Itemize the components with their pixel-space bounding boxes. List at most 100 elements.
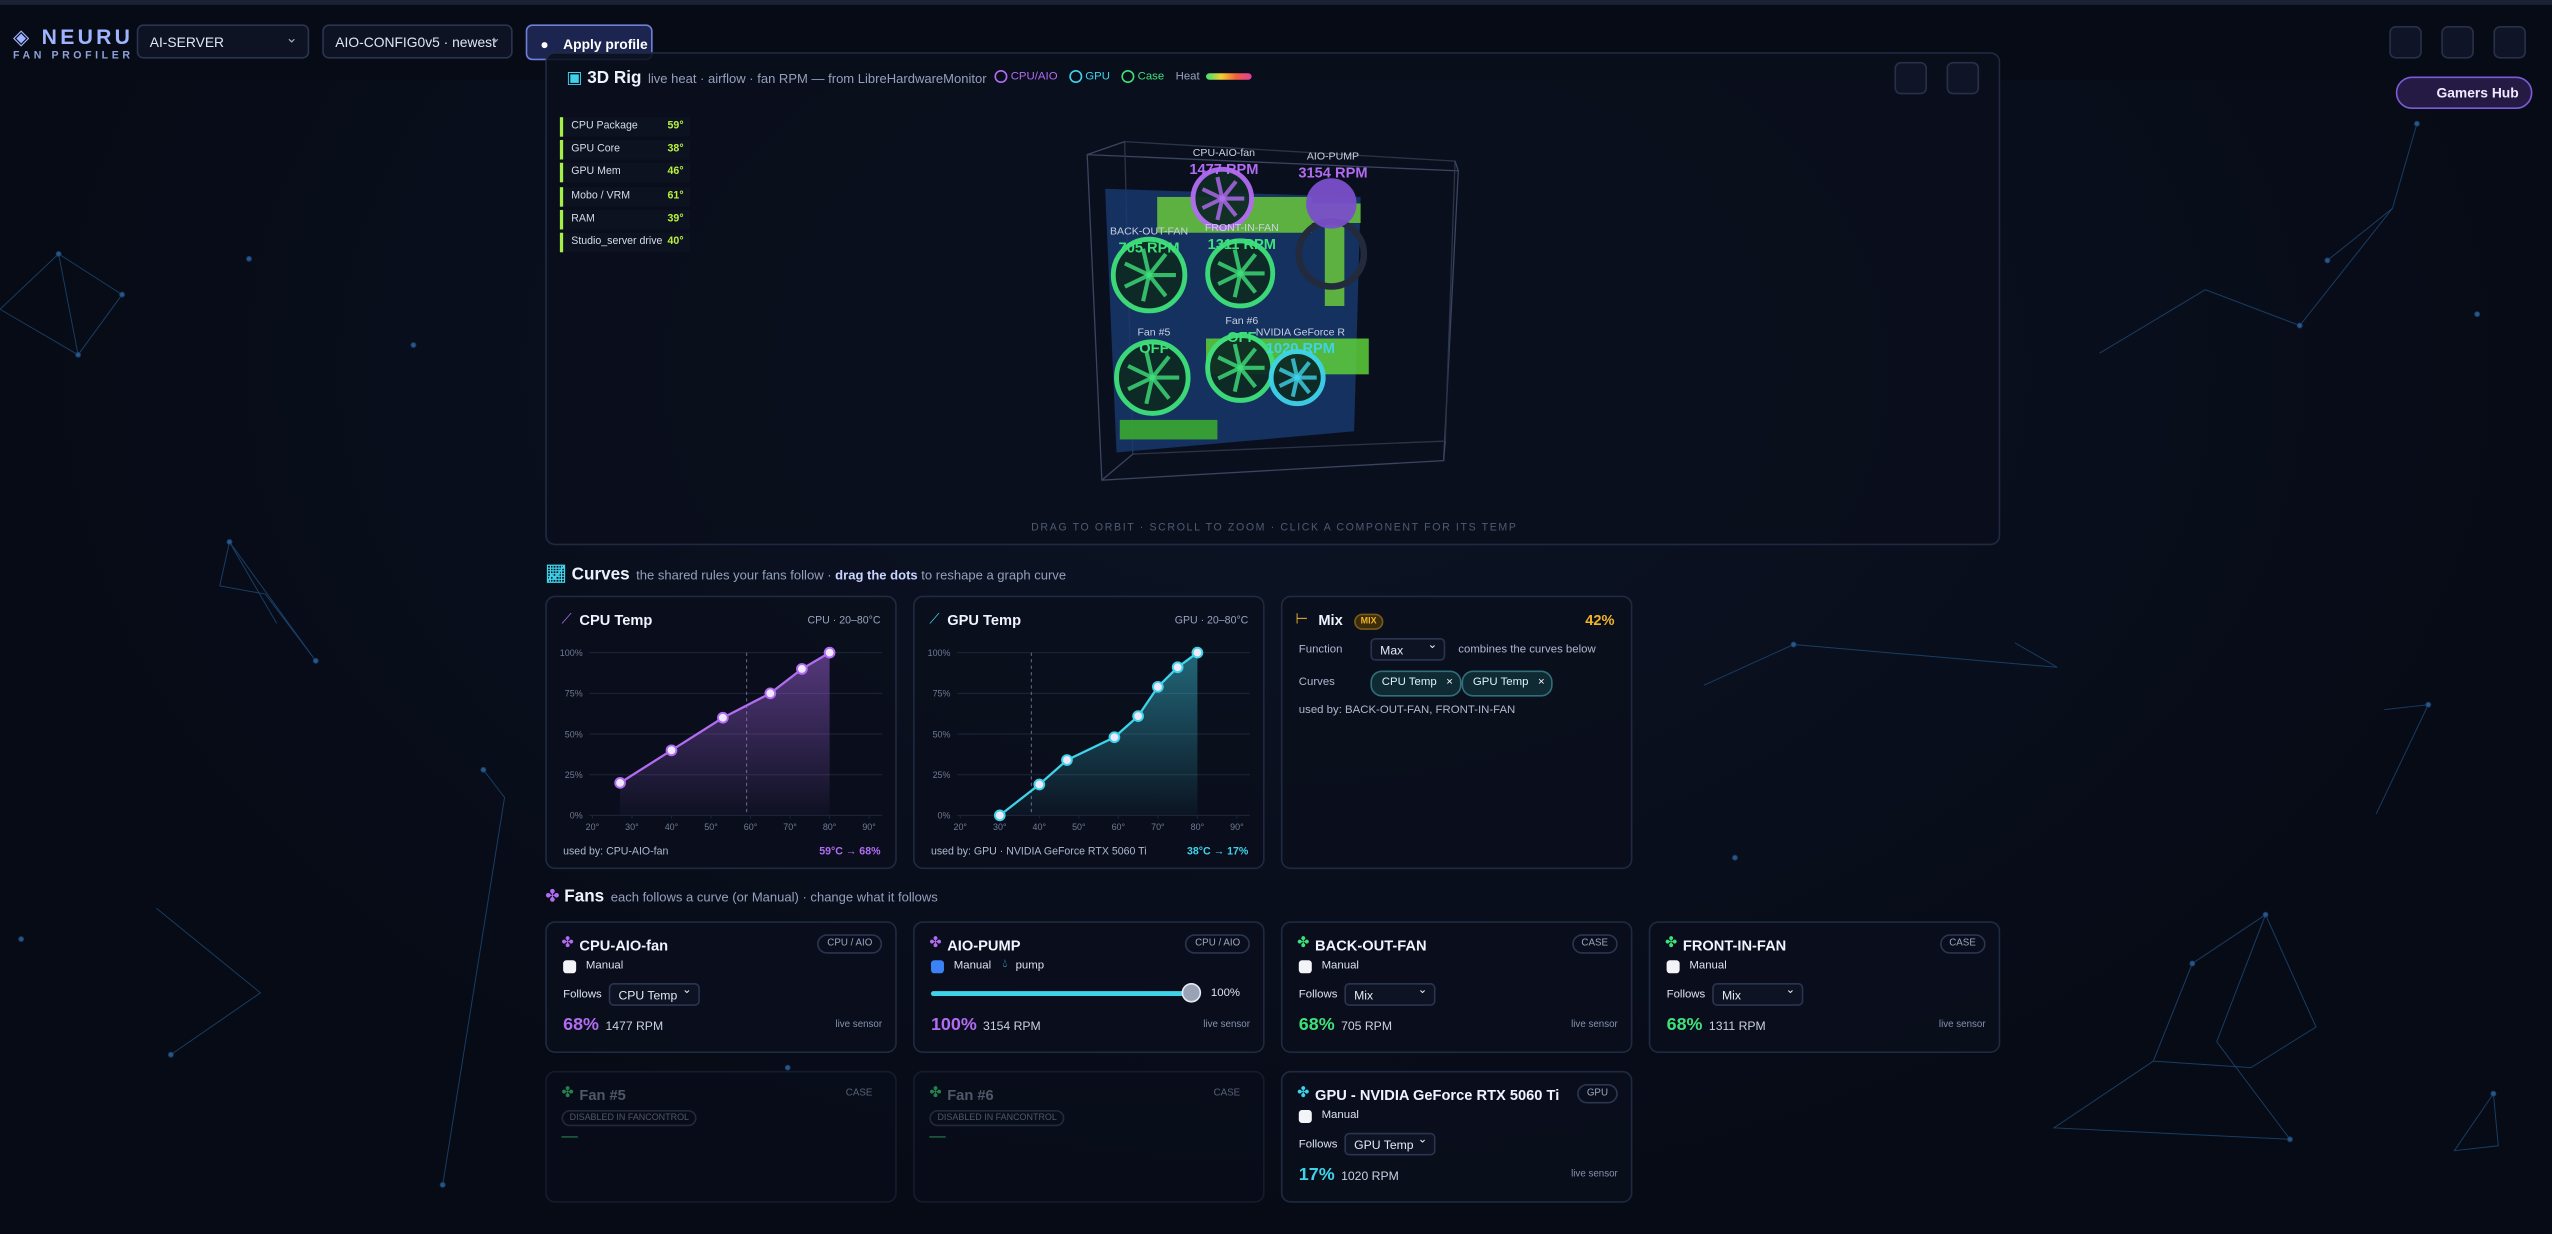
pump-slider-track: [930, 983, 1202, 1003]
y-tick-label: 50%: [565, 729, 583, 739]
legend-label: CPU/AIO: [1010, 71, 1058, 83]
fan-blade: [1123, 273, 1150, 289]
curve-point[interactable]: [1108, 731, 1121, 744]
fan-percent: 68%: [1666, 1015, 1703, 1036]
curves-title: Curves: [571, 564, 630, 585]
curve-point[interactable]: [1191, 646, 1204, 659]
manual-label: Manual: [585, 960, 624, 972]
manual-checkbox[interactable]: [1298, 960, 1312, 974]
fan-blade: [1278, 367, 1299, 380]
y-tick-label: 25%: [933, 770, 951, 780]
x-tick-label: 40°: [665, 822, 679, 832]
curve-point[interactable]: [764, 687, 777, 700]
curve-point[interactable]: [1152, 680, 1164, 693]
fan-blade: [1215, 198, 1225, 221]
pump-slider-fill: [930, 991, 1192, 997]
fan-rpm: OFF: [1139, 341, 1168, 357]
manual-checkbox[interactable]: [1298, 1109, 1312, 1124]
fan-label: FRONT-IN-FAN: [1205, 222, 1279, 234]
fan-icon: ✤: [1297, 1083, 1310, 1101]
curve-point[interactable]: [993, 809, 1006, 822]
curve-point[interactable]: [796, 663, 808, 675]
gamers-hub-button[interactable]: Gamers Hub: [2395, 76, 2533, 110]
curve-point[interactable]: [1171, 661, 1184, 674]
sensor-temp: 38°: [667, 143, 684, 155]
manual-label: Manual: [953, 960, 992, 972]
curves-emphasis: drag the dots: [835, 568, 918, 583]
sensor-name: GPU Mem: [571, 166, 621, 179]
fan-blade: [1127, 375, 1154, 392]
chip-remove[interactable]: ×: [1538, 677, 1545, 689]
function-select[interactable]: Max: [1370, 635, 1446, 661]
curve-point[interactable]: [823, 646, 836, 659]
curve-icon: ⟋: [929, 610, 940, 627]
curve-point[interactable]: [1033, 778, 1046, 791]
fan-icon: ✤: [1297, 934, 1310, 951]
x-tick-label: 90°: [862, 822, 876, 832]
machine-select[interactable]: AI-SERVER: [136, 21, 310, 59]
profile-select[interactable]: AIO-CONFIG0v5 · newest: [322, 21, 513, 59]
manual-checkbox[interactable]: [563, 960, 577, 974]
pump-slider-thumb[interactable]: [1181, 983, 1202, 1003]
fan-blade: [1232, 367, 1243, 393]
fan-blade: [1232, 343, 1243, 369]
follows-select[interactable]: CPU Temp: [608, 980, 700, 1006]
logo-subtitle: FAN PROFILER: [13, 50, 134, 62]
follows-select[interactable]: GPU Temp: [1344, 1130, 1436, 1156]
curve-card: ⟋ CPU Temp CPU · 20–80°C 0% 25% 50% 75% 100% 20°…: [545, 595, 897, 870]
fan-label: Fan #6: [1225, 315, 1258, 327]
curve-point[interactable]: [1132, 710, 1144, 722]
rig-title: 3D Rig: [587, 68, 642, 88]
curve-point[interactable]: [614, 776, 626, 789]
rig-reset-button[interactable]: [1894, 61, 1928, 95]
folder-button[interactable]: [2389, 26, 2422, 59]
fan-rpm: 1020 RPM: [1341, 1168, 1399, 1184]
x-tick-label: 30°: [993, 822, 1007, 832]
x-tick-label: 60°: [744, 822, 758, 832]
manual-label: Manual: [1321, 1109, 1359, 1122]
function-note: combines the curves below: [1458, 644, 1596, 656]
manual-checkbox[interactable]: [930, 960, 944, 974]
fullscreen-button[interactable]: [2441, 26, 2474, 59]
fan-status: live sensor: [1571, 1170, 1618, 1180]
curve-point[interactable]: [665, 744, 678, 757]
fan-card: ✤ GPU - NVIDIA GeForce RTX 5060 Ti GPU Manu…: [1280, 1070, 1633, 1203]
x-tick-label: 80°: [823, 822, 837, 832]
fan-name: AIO-PUMP: [947, 937, 1021, 954]
fan-status: live sensor: [1571, 1020, 1618, 1031]
logo-text: NEURU: [41, 24, 134, 49]
y-tick-label: 50%: [933, 729, 951, 739]
fan-tag: GPU: [1577, 1083, 1618, 1104]
fan-rpm: 705 RPM: [1341, 1018, 1392, 1034]
fan-rpm: 1311 RPM: [1708, 1018, 1766, 1034]
legend-item: GPU: [1068, 69, 1110, 84]
fan-blade: [1217, 365, 1242, 381]
rig-legend: CPU/AIO GPU Case Heat: [994, 69, 1263, 84]
follows-select[interactable]: Mix: [1344, 980, 1436, 1006]
curve-chip[interactable]: GPU Temp ×: [1461, 670, 1553, 697]
tube: [1324, 216, 1345, 306]
sensor-row: Mobo / VRM 61°: [559, 186, 691, 207]
fan-blade: [1290, 358, 1300, 379]
chip-label: CPU Temp: [1381, 677, 1437, 689]
follows-select[interactable]: Mix: [1712, 980, 1804, 1006]
curve-chip[interactable]: CPU Temp ×: [1370, 670, 1462, 697]
curve-point[interactable]: [1061, 754, 1073, 766]
curve-point[interactable]: [717, 711, 729, 724]
disabled-badge: DISABLED IN FANCONTROL: [561, 1109, 698, 1127]
gamepad-button[interactable]: [2493, 26, 2526, 59]
manual-checkbox[interactable]: [1666, 960, 1680, 974]
x-tick-label: 20°: [953, 822, 967, 832]
sensor-name: RAM: [571, 212, 595, 225]
y-tick-label: 75%: [565, 689, 583, 699]
chip-remove[interactable]: ×: [1446, 677, 1453, 689]
fan-name: BACK-OUT-FAN: [1315, 937, 1427, 954]
curve-chart: 0% 25% 50% 75% 100% 20° 30° 40° 50° 60° 70° 80° 90°: [560, 646, 883, 832]
fan-label: CPU-AIO-fan: [1193, 147, 1255, 159]
fan-blade: [1290, 377, 1300, 398]
rig-expand-button[interactable]: [1946, 61, 1980, 95]
fan-dash: —: [929, 1127, 946, 1146]
manual-label: Manual: [1321, 960, 1359, 972]
y-tick-label: 25%: [565, 770, 583, 780]
